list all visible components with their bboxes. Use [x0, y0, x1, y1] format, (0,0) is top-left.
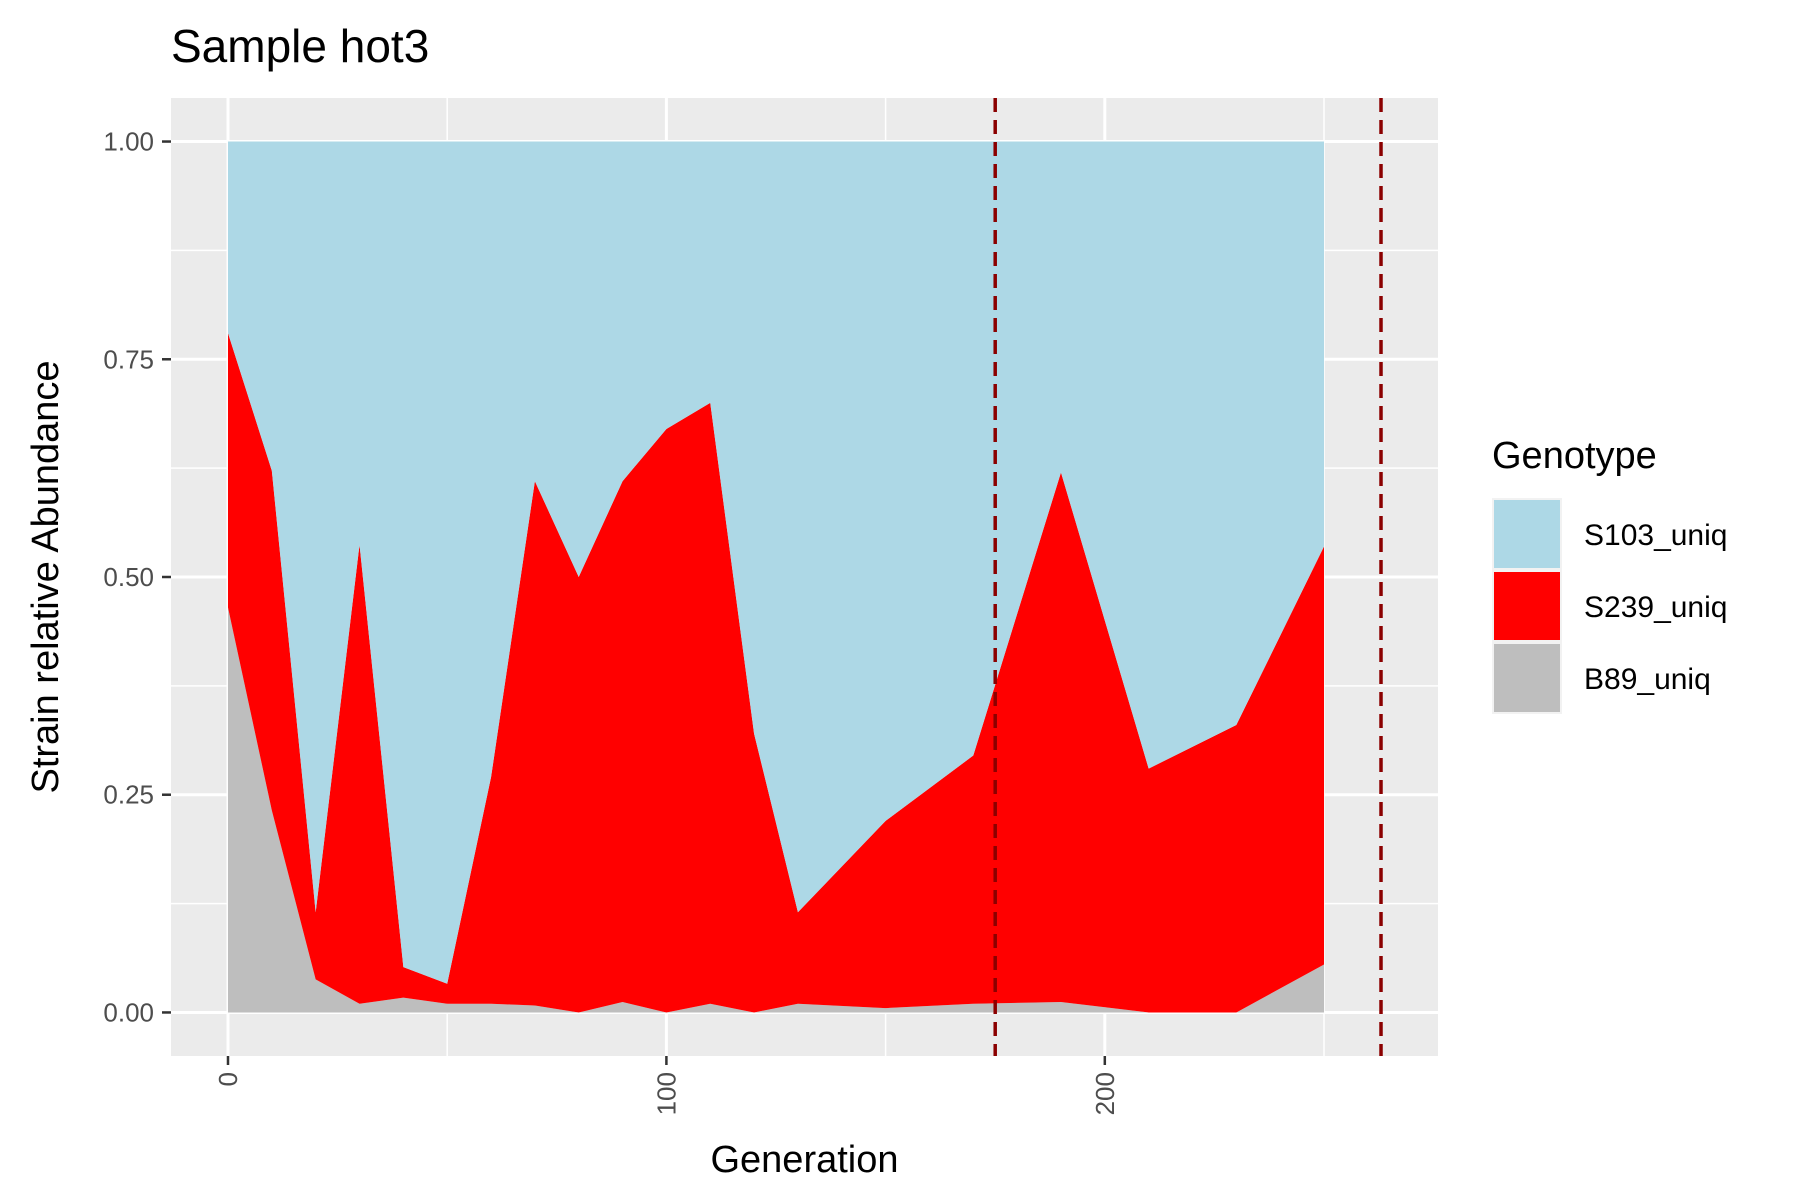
y-tick-label: 1.00 [103, 127, 154, 157]
legend-label-s239-uniq: S239_uniq [1584, 591, 1727, 624]
chart-title: Sample hot3 [171, 20, 429, 72]
area-series-layer [227, 141, 1325, 1013]
x-tick-label: 100 [651, 1072, 681, 1115]
area-s239-uniq [227, 333, 1325, 1013]
legend-label-b89-uniq: B89_uniq [1584, 663, 1711, 696]
x-tick-label: 0 [213, 1072, 243, 1086]
legend-swatch-s239-uniq [1494, 572, 1560, 640]
axes: 0.00 0.25 0.50 0.75 1.00 0 100 200 [103, 127, 1119, 1116]
area-s103-uniq [227, 141, 1325, 984]
legend-title: Genotype [1492, 435, 1657, 477]
y-tick-label: 0.25 [103, 780, 154, 810]
y-tick-label: 0.75 [103, 344, 154, 374]
y-tick-label: 0.00 [103, 997, 154, 1027]
legend: Genotype S103_uniq S239_uniq B89_uniq [1492, 435, 1727, 714]
y-axis-title: Strain relative Abundance [25, 360, 67, 793]
legend-label-s103-uniq: S103_uniq [1584, 519, 1727, 552]
y-tick-label: 0.50 [103, 562, 154, 592]
legend-swatch-b89-uniq [1494, 644, 1560, 712]
reference-lines [993, 98, 1383, 1056]
x-axis-title: Generation [710, 1139, 898, 1181]
legend-swatch-s103-uniq [1494, 500, 1560, 568]
x-tick-label: 200 [1090, 1072, 1120, 1115]
